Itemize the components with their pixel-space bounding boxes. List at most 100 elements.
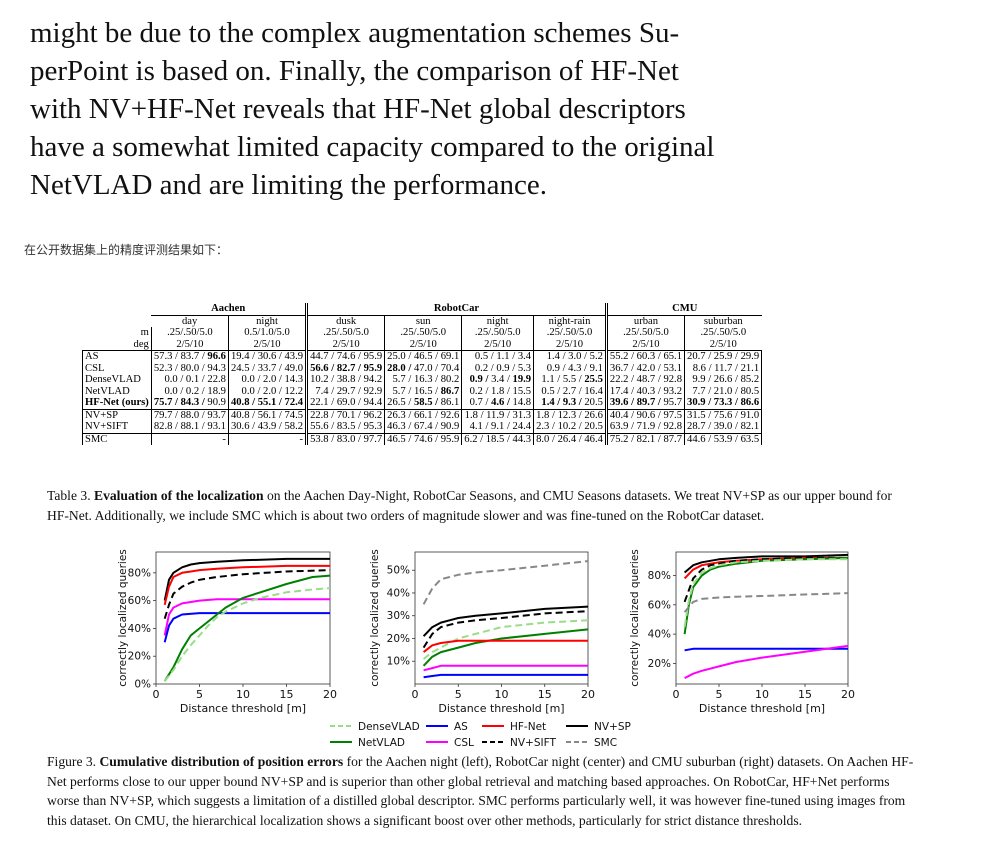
table-condition: night xyxy=(461,315,534,327)
table-cell: 0.5 / 2.7 / 16.4 xyxy=(533,385,607,397)
table-method: HF-Net (ours) xyxy=(82,397,152,409)
table-cell: 0.2 / 0.9 / 5.3 xyxy=(461,362,534,374)
table-cell: 55.2 / 60.3 / 65.1 xyxy=(604,350,685,363)
y-tick-label: 60% xyxy=(648,599,671,611)
table-method: NV+SP xyxy=(82,409,152,421)
table-cell: 63.9 / 71.9 / 92.8 xyxy=(604,421,685,433)
series-line-netvlad xyxy=(163,574,331,682)
table-cell-part: 95.9 xyxy=(360,362,383,374)
table-cell: 40.8 / 56.1 / 74.5 xyxy=(227,409,307,421)
x-axis-label: Distance threshold [m] xyxy=(699,702,825,715)
table-group-row: Aachen RobotCar CMU xyxy=(83,303,762,316)
legend-label: SMC xyxy=(594,737,617,749)
series-line-as xyxy=(423,673,588,679)
table-cell: 1.8 / 11.9 / 31.3 xyxy=(461,409,534,421)
table-row: SMC - -53.8 / 83.0 / 97.7 46.5 / 74.6 / 95.… xyxy=(82,433,763,445)
table-cell: 8.6 / 11.7 / 21.1 xyxy=(684,362,763,374)
legend-label: CSL xyxy=(454,737,474,749)
x-tick-label: 0 xyxy=(153,688,160,701)
table-m-value: .25/.50/5.0 xyxy=(384,327,462,339)
table-cell: 0.9 / 3.4 / 19.9 xyxy=(461,374,534,386)
table-deg-value: 2/5/10 xyxy=(684,338,762,351)
table-cell-part: 30.9 / xyxy=(687,397,712,408)
table-cell: 1.4 / 9.3 / 20.5 xyxy=(533,397,607,409)
table-cell-part: 70.4 xyxy=(438,362,460,374)
table-caption: Table 3. Evaluation of the localization … xyxy=(47,486,917,525)
x-tick-label: 5 xyxy=(716,688,723,701)
y-axis-label: correctly localized queries xyxy=(369,549,381,687)
y-tick-label: 10% xyxy=(387,656,410,668)
table-cell: 40.4 / 90.6 / 97.5 xyxy=(604,409,685,421)
table-condition: day xyxy=(182,315,198,327)
table-cell: 0.7 / 4.6 / 14.8 xyxy=(461,397,534,409)
legend-label: NV+SIFT xyxy=(510,737,556,749)
table-cell: 1.8 / 12.3 / 26.6 xyxy=(533,409,607,421)
table-group-cmu: CMU xyxy=(604,303,762,316)
table-deg-value: 2/5/10 xyxy=(305,338,385,351)
table-cell: 10.2 / 38.8 / 94.2 xyxy=(305,374,385,386)
series-line-nv-sp xyxy=(163,557,330,601)
table-cell: 40.8 / 55.1 / 72.4 xyxy=(227,397,307,409)
y-tick-label: 40% xyxy=(128,623,151,635)
y-tick-label: 20% xyxy=(387,633,410,645)
intro-paragraph: might be due to the complex augmentation… xyxy=(30,14,790,204)
table-cell: 26.3 / 66.1 / 92.6 xyxy=(384,409,462,421)
table-cell: 82.8 / 88.1 / 93.1 xyxy=(150,421,229,433)
series-line-nv-sift xyxy=(163,569,331,619)
table-condition: sun xyxy=(384,315,462,327)
table-cell-part: 19.9 xyxy=(509,374,532,385)
table-cell-part: 86.1 xyxy=(438,397,460,408)
table-cell-part: 84.3 / xyxy=(177,397,205,408)
table-cell: 53.8 / 83.0 / 97.7 xyxy=(305,433,385,445)
table-cell-part: 25.5 xyxy=(581,374,603,385)
x-tick-label: 20 xyxy=(323,688,337,701)
table-cell-part: 26.5 / xyxy=(387,397,412,408)
table-cell-part: 75.7 / xyxy=(153,397,178,408)
table-row: NV+SIFT 82.8 / 88.1 / 93.1 30.6 / 43.9 / 5… xyxy=(82,421,763,433)
table-cell: 57.3 / 83.7 / 96.6 xyxy=(150,350,229,363)
table-cell: 0.2 / 1.8 / 15.5 xyxy=(461,385,534,397)
y-tick-label: 40% xyxy=(648,629,671,641)
table-row: HF-Net (ours) 75.7 / 84.3 / 90.9 40.8 / 55… xyxy=(82,397,763,409)
intro-line: have a somewhat limited capacity compare… xyxy=(30,131,715,163)
figure-caption-prefix: Figure 3. xyxy=(47,754,100,769)
x-tick-label: 0 xyxy=(673,688,680,701)
series-line-densevlad xyxy=(683,558,848,627)
table-cell: 5.7 / 16.5 / 86.7 xyxy=(384,385,462,397)
table-condition: suburban xyxy=(684,315,762,327)
table-cell-part: 28.0 / xyxy=(387,362,412,374)
table-cell-part: 14.8 xyxy=(509,397,532,408)
table-cell-part: 96.6 xyxy=(204,351,226,362)
table-cell: 44.6 / 53.9 / 63.5 xyxy=(684,433,763,445)
y-tick-label: 40% xyxy=(387,587,410,599)
y-tick-label: 20% xyxy=(128,651,151,663)
x-tick-label: 10 xyxy=(495,688,509,701)
table-method: CSL xyxy=(82,362,152,374)
table-condition-row: day night dusk sun night night-rain urba… xyxy=(83,315,762,327)
table-cell-part: 90.9 xyxy=(204,397,226,408)
y-axis-label: correctly localized queries xyxy=(117,549,129,687)
y-tick-label: 0% xyxy=(134,679,151,691)
legend-label: DenseVLAD xyxy=(358,721,420,733)
table-cell: 0.0 / 2.0 / 14.3 xyxy=(227,374,307,386)
table-cell: 1.4 / 3.0 / 5.2 xyxy=(533,350,607,363)
series-line-csl xyxy=(684,644,849,679)
table-cell: 75.2 / 82.1 / 87.7 xyxy=(604,433,685,445)
table-deg-value: 2/5/10 xyxy=(533,338,607,351)
table-cell-part: 5.7 / xyxy=(392,385,412,397)
table-cell: 6.2 / 18.5 / 44.3 xyxy=(461,433,534,445)
intro-line: might be due to the complex augmentation… xyxy=(30,17,680,49)
figure-legend: DenseVLAD AS HF-Net NV+SP NetVLAD CSL NV+SIFT S… xyxy=(330,721,631,749)
x-tick-label: 0 xyxy=(412,688,419,701)
table-cell: 0.5 / 1.1 / 3.4 xyxy=(461,350,534,363)
table-cell: 0.0 / 2.0 / 12.2 xyxy=(227,385,307,397)
table-cell-part: 4.6 / xyxy=(488,397,510,408)
table-condition: night xyxy=(227,315,307,327)
table-cell-part: 39.6 / xyxy=(609,397,635,408)
table-row: DenseVLAD 0.0 / 0.1 / 22.8 0.0 / 2.0 / 14.… xyxy=(82,374,763,386)
table-cell-part: 58.5 / xyxy=(411,397,439,408)
series-line-nv-sift xyxy=(683,556,848,603)
table-cell: 20.7 / 25.9 / 29.9 xyxy=(684,350,763,363)
table-cell: 22.2 / 48.7 / 92.8 xyxy=(604,374,685,386)
figure-3: 0 5 10 15 20 0% 20% 40% 60% 80% Distance threshold… xyxy=(108,542,868,755)
